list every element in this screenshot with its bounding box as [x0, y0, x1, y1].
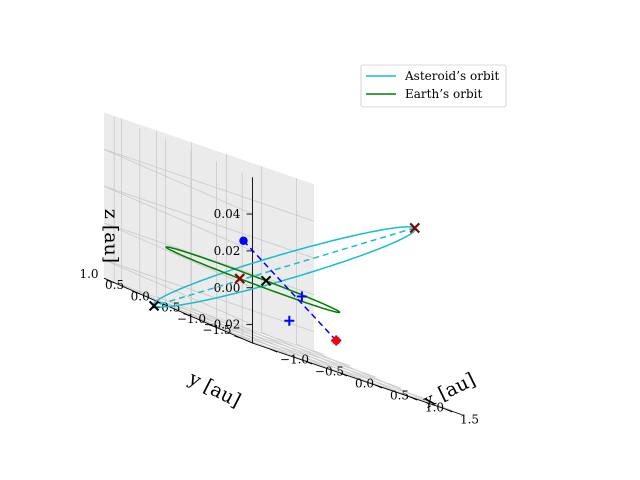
y-tick-label: −1.0: [177, 312, 206, 326]
z-grid-left: [103, 148, 253, 215]
x-grid-floor: [226, 319, 376, 386]
z-grid-left: [103, 185, 253, 252]
x-marker: [148, 300, 160, 312]
z-grid-right: [103, 259, 315, 333]
legend-frame: [360, 64, 507, 108]
x-marker: [234, 273, 245, 284]
y-grid-floor: [114, 282, 325, 355]
y-tick-label: 1.0: [79, 267, 98, 281]
x-grid-floor: [156, 295, 306, 362]
y-tick-label: −0.5: [151, 301, 180, 315]
plus-marker: [284, 315, 295, 326]
y-tick: [106, 279, 115, 284]
z-grid-right: [103, 148, 315, 222]
y-tick: [234, 335, 243, 339]
y-axis-line: [103, 277, 253, 344]
x-grid-floor: [261, 331, 411, 398]
x-marker: [409, 222, 420, 234]
legend-label-earth: Earth’s orbit: [405, 87, 482, 101]
z-tick-label: 0.04: [214, 207, 241, 221]
x-tick: [339, 372, 348, 377]
x-tick-label: −1.0: [280, 353, 309, 367]
legend-label-asteroid: Asteroid’s orbit: [404, 69, 499, 83]
earth-orbit-line: [165, 246, 341, 314]
x-tick-label: 0.0: [355, 377, 374, 391]
x-tick-label: 1.0: [425, 401, 444, 415]
x-grid-floor: [121, 283, 271, 350]
x-axis-line: [252, 342, 463, 416]
x-tick-label: −0.5: [315, 365, 344, 379]
y-grid-floor: [165, 304, 376, 378]
x-tick-label: 0.5: [390, 389, 409, 403]
y-grid-floor: [242, 338, 453, 411]
dot-marker: [239, 236, 248, 245]
z-tick-label: 0.02: [214, 244, 241, 258]
plus-marker: [296, 291, 307, 302]
x-tick-label: 1.5: [460, 413, 479, 427]
legend: Asteroid’s orbit Earth’s orbit: [360, 64, 507, 108]
x-axis-label: x [au]: [420, 369, 479, 413]
y-tick: [131, 290, 140, 295]
axes-panes: [104, 112, 463, 415]
y-tick: [208, 324, 217, 328]
dot-marker: [332, 336, 341, 345]
x-marker: [260, 275, 272, 287]
x-tick: [444, 408, 453, 413]
z-grid-left: [103, 259, 253, 325]
y-grid-floor: [190, 315, 402, 389]
y-tick-label: 0.0: [131, 289, 150, 303]
tick-labels: −1.0−0.50.00.51.01.51.00.50.0−0.5−1.0−1.…: [79, 207, 479, 427]
blue-dashed-line: [242, 240, 337, 342]
y-tick-label: −1.5: [202, 323, 231, 337]
x-tick: [374, 384, 383, 389]
y-tick-label: 0.5: [105, 278, 124, 292]
y-tick: [183, 313, 192, 317]
asteroid-major-axis-line: [153, 227, 415, 307]
z-axis-label: z [au]: [100, 209, 122, 263]
axis-lines: [103, 177, 463, 416]
z-grid-right: [103, 185, 315, 259]
x-tick: [304, 360, 313, 365]
z-tick-label: 0.00: [214, 281, 241, 295]
x-tick: [269, 348, 278, 353]
z-grid-left: [103, 222, 253, 289]
data-markers: [148, 222, 420, 346]
z-tick-label: −0.02: [204, 318, 241, 332]
z-grid-right: [103, 222, 315, 296]
grid-lines: [103, 116, 453, 411]
y-grid-floor: [216, 327, 427, 400]
x-tick: [409, 396, 418, 401]
y-axis-label: y [au]: [184, 367, 244, 412]
x-grid-floor: [296, 343, 446, 410]
